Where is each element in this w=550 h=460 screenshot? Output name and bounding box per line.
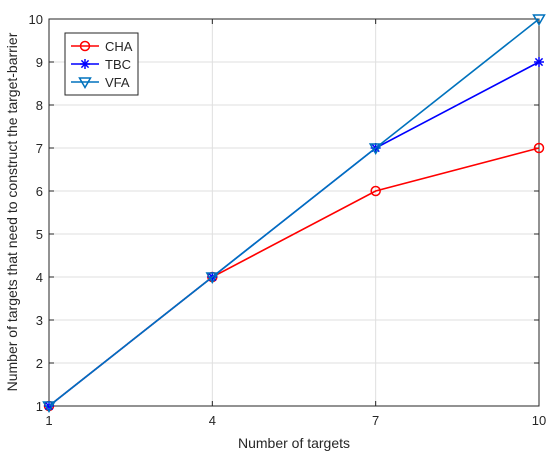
data-point bbox=[370, 185, 381, 197]
y-tick-label: 9 bbox=[36, 55, 43, 70]
plot-frame bbox=[48, 18, 540, 407]
legend-item-tbc: TBC bbox=[71, 57, 131, 72]
data-point bbox=[534, 57, 544, 67]
legend-item-vfa: VFA bbox=[71, 75, 130, 90]
x-axis-label: Number of targets bbox=[238, 435, 350, 451]
legend-marker bbox=[79, 40, 91, 52]
data-point bbox=[42, 401, 56, 413]
legend-marker bbox=[80, 59, 90, 69]
x-tick-label: 10 bbox=[532, 413, 546, 428]
x-tick-label: 7 bbox=[372, 413, 379, 428]
y-tick-label: 1 bbox=[36, 399, 43, 414]
y-tick-label: 2 bbox=[36, 356, 43, 371]
legend-label: VFA bbox=[105, 75, 130, 90]
legend-item-cha: CHA bbox=[71, 39, 133, 54]
legend-marker bbox=[78, 77, 92, 89]
series-line bbox=[48, 18, 540, 407]
y-tick-label: 4 bbox=[36, 270, 43, 285]
y-tick-label: 8 bbox=[36, 98, 43, 113]
ticks: 1 4 7 10 1 2 3 4 5 6 7 8 9 10 bbox=[29, 12, 547, 428]
y-axis-label: Number of targets that need to construct… bbox=[4, 32, 20, 391]
x-tick-label: 1 bbox=[45, 413, 52, 428]
legend-label: TBC bbox=[105, 57, 131, 72]
data-point bbox=[368, 143, 383, 155]
y-tick-label: 6 bbox=[36, 184, 43, 199]
legend: CHA TBC VFA bbox=[64, 32, 139, 96]
data-point bbox=[533, 142, 545, 154]
legend-label: CHA bbox=[105, 39, 133, 54]
data-point bbox=[532, 14, 546, 26]
series-vfa bbox=[42, 14, 546, 413]
y-tick-label: 3 bbox=[36, 313, 43, 328]
x-tick-label: 4 bbox=[209, 413, 216, 428]
y-tick-label: 7 bbox=[36, 141, 43, 156]
data-point bbox=[205, 272, 220, 284]
series bbox=[42, 14, 546, 413]
y-tick-label: 5 bbox=[36, 227, 43, 242]
y-tick-label: 10 bbox=[29, 12, 43, 27]
